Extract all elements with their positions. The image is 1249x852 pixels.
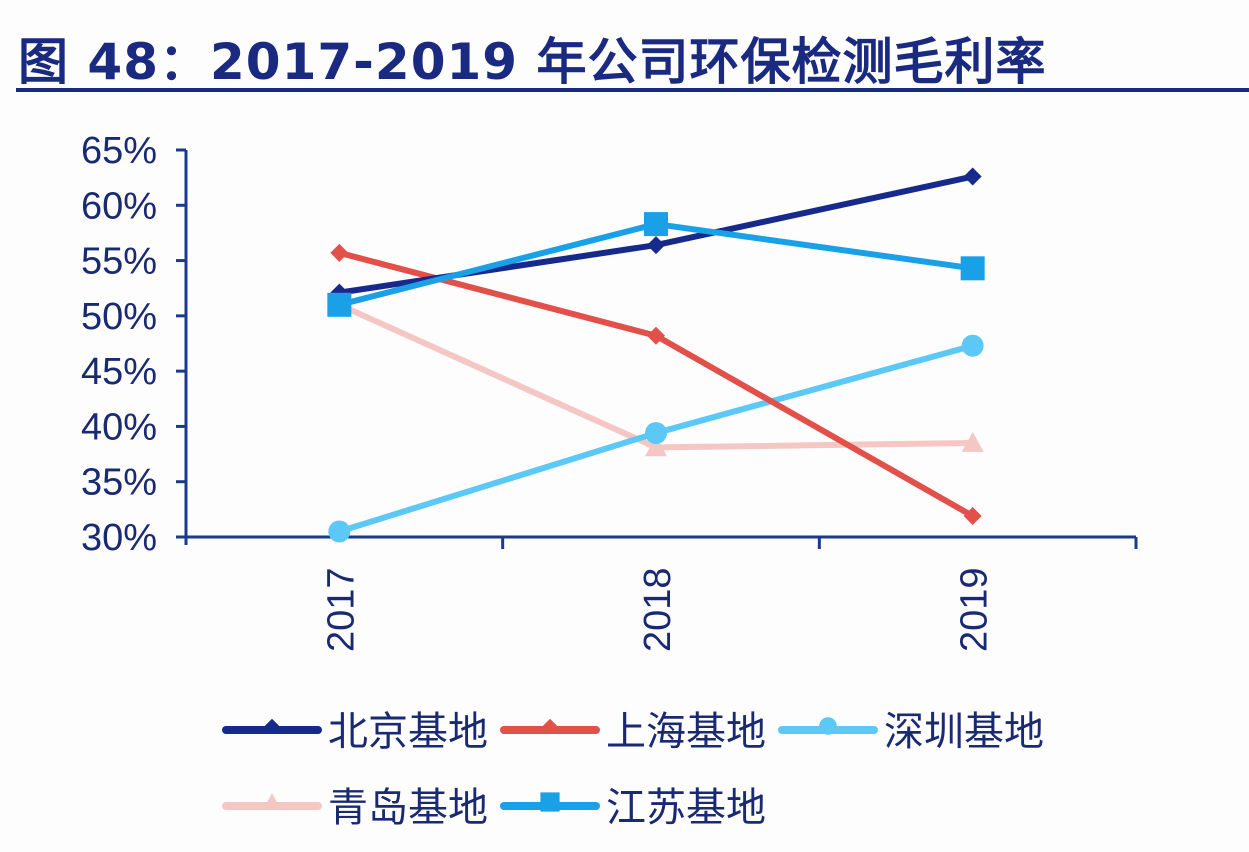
legend-row-2: 青岛基地 江苏基地 <box>222 766 1122 842</box>
legend-label: 江苏基地 <box>606 785 766 831</box>
triangle-marker-icon <box>961 432 984 452</box>
triangle-marker-icon <box>645 436 667 457</box>
legend-label: 北京基地 <box>328 709 488 755</box>
series-line <box>330 243 982 525</box>
y-tick-label: 35% <box>81 462 157 504</box>
x-tick-label: 2018 <box>637 567 679 652</box>
legend-row-1: 北京基地 上海基地 深圳基地 <box>222 690 1122 766</box>
legend-swatch-diamond-icon <box>222 718 322 734</box>
x-tick-label: 2019 <box>954 567 996 652</box>
legend-swatch-triangle-icon <box>222 793 322 810</box>
legend-item-jiangsu: 江苏基地 <box>500 775 774 833</box>
y-tick-label: 50% <box>81 296 157 338</box>
x-axis-ticks: 2017 2018 2019 <box>320 537 1138 652</box>
circle-marker-icon <box>328 520 351 543</box>
legend-label: 上海基地 <box>606 709 766 755</box>
diamond-marker-icon <box>647 326 665 345</box>
legend-item-shanghai: 上海基地 <box>500 699 774 757</box>
square-marker-icon <box>960 256 985 281</box>
triangle-marker-icon <box>263 793 281 810</box>
y-tick-label: 40% <box>81 406 157 448</box>
y-tick-label: 60% <box>81 185 157 227</box>
diamond-marker-icon <box>542 718 558 734</box>
chart-series <box>327 167 985 543</box>
legend-label: 深圳基地 <box>884 709 1044 755</box>
circle-marker-icon <box>645 422 667 445</box>
legend-label: 青岛基地 <box>328 785 488 831</box>
y-axis-ticks: 30% 35% 40% 45% 50% 55% 60% 65% <box>81 130 186 559</box>
series-path <box>338 249 975 519</box>
diamond-marker-icon <box>963 167 982 186</box>
y-tick-label: 65% <box>81 130 157 172</box>
square-marker-icon <box>644 212 668 237</box>
legend-item-qingdao: 青岛基地 <box>222 775 496 833</box>
legend-swatch-diamond-icon <box>500 718 600 734</box>
y-tick-label: 30% <box>81 517 157 559</box>
legend-swatch-circle-icon <box>778 717 878 735</box>
legend-item-beijing: 北京基地 <box>222 699 496 757</box>
legend-item-shenzhen: 深圳基地 <box>778 699 1052 757</box>
series-line <box>327 212 985 317</box>
y-tick-label: 45% <box>81 351 157 393</box>
diamond-marker-icon <box>647 236 665 255</box>
diamond-marker-icon <box>264 718 280 734</box>
chart-legend: 北京基地 上海基地 深圳基地 青岛基地 江苏基地 <box>222 690 1122 842</box>
chart-title: 图 48：2017-2019 年公司环保检测毛利率 <box>18 33 1047 91</box>
series-line <box>328 334 984 543</box>
title-underline <box>16 88 1249 92</box>
square-marker-icon <box>327 292 352 317</box>
x-tick-label: 2017 <box>320 567 362 652</box>
diamond-marker-icon <box>330 243 349 262</box>
legend-swatch-square-icon <box>500 792 600 812</box>
square-marker-icon <box>540 792 560 812</box>
diamond-marker-icon <box>963 506 982 525</box>
circle-marker-icon <box>819 717 837 735</box>
y-tick-label: 55% <box>81 241 157 283</box>
circle-marker-icon <box>961 334 984 357</box>
chart-axes <box>176 150 1136 545</box>
